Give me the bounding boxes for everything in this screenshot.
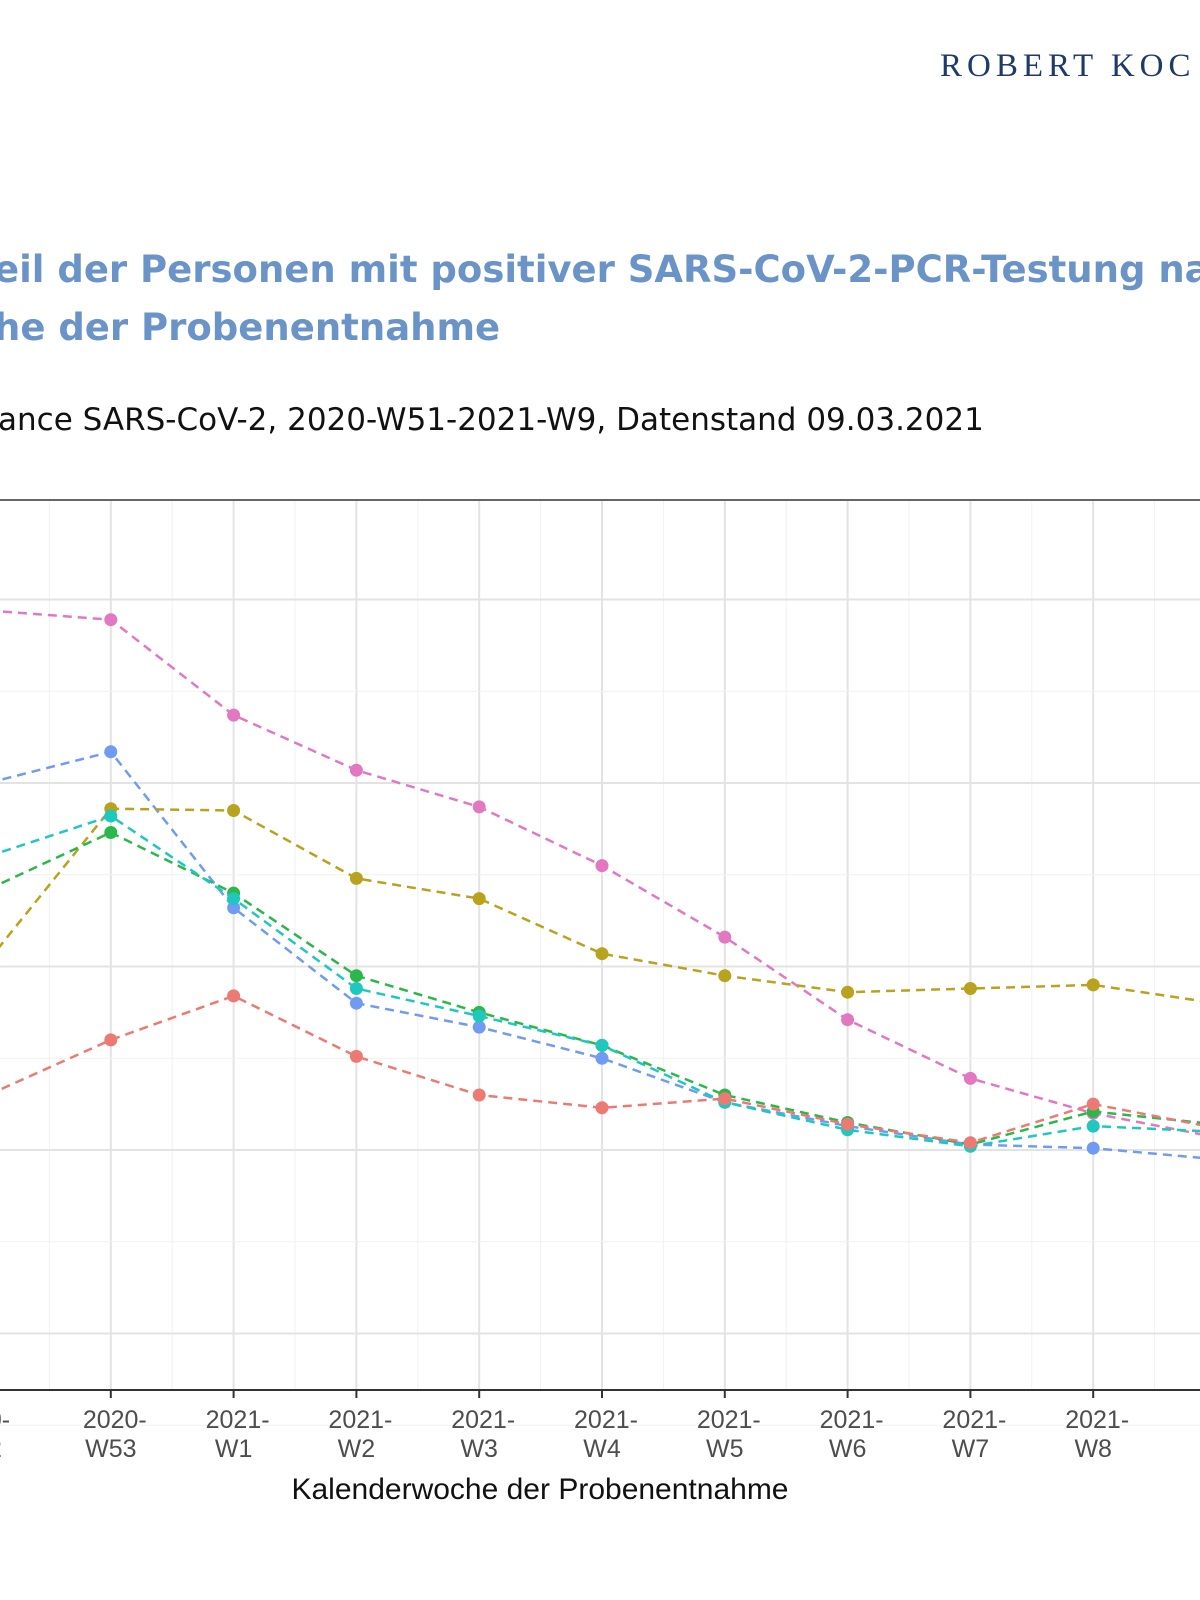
- data-point: [472, 1020, 486, 1034]
- data-point: [349, 982, 363, 995]
- data-point: [963, 1136, 977, 1150]
- data-point: [472, 1009, 486, 1023]
- x-tick-label: 20-52: [0, 1406, 10, 1463]
- x-tick-label: 2021-W8: [1065, 1406, 1129, 1463]
- data-point: [718, 930, 732, 944]
- series: [0, 610, 1200, 1160]
- data-point: [349, 763, 363, 777]
- data-point: [1086, 1119, 1100, 1133]
- data-point: [227, 989, 241, 1003]
- data-point: [595, 1051, 609, 1065]
- data-point: [104, 745, 118, 759]
- data-point: [349, 969, 363, 983]
- data-point: [472, 892, 486, 906]
- chart-title-line-2: he der Probenentnahme: [0, 306, 501, 349]
- x-tick-label: 2021-W3: [451, 1406, 515, 1463]
- series-1: [0, 610, 1200, 1136]
- x-tick-label: 2021-W2: [328, 1406, 392, 1463]
- grid: [0, 500, 1200, 1426]
- data-point: [1086, 1097, 1100, 1111]
- data-point: [1086, 978, 1100, 992]
- series-line: [0, 807, 1200, 1003]
- x-tick-label: 2021-W6: [820, 1406, 884, 1463]
- data-point: [349, 996, 363, 1010]
- data-point: [595, 1038, 609, 1052]
- chart-subtitle: ance SARS-CoV-2, 2020-W51-2021-W9, Daten…: [0, 402, 984, 438]
- data-point: [963, 1071, 977, 1085]
- x-tick-label: 2021-W4: [574, 1406, 638, 1463]
- data-point: [595, 1101, 609, 1115]
- series-line: [0, 831, 1200, 1146]
- x-axis-ticks: 20-52 2020-W53 2021-W1 2021-W2 2021-W3 2021-W…: [0, 1390, 1129, 1463]
- data-point: [104, 809, 118, 823]
- x-tick-label: 2021-W5: [697, 1406, 761, 1463]
- data-point: [472, 800, 486, 814]
- x-tick-label: 2021-W7: [942, 1406, 1006, 1463]
- data-point: [718, 969, 732, 983]
- data-point: [841, 1013, 855, 1027]
- data-point: [595, 859, 609, 873]
- x-tick-label: 2021-W1: [206, 1406, 270, 1463]
- series-6: [0, 989, 1200, 1150]
- data-point: [349, 871, 363, 885]
- data-point: [841, 985, 855, 999]
- data-point: [227, 901, 241, 915]
- data-point: [472, 1088, 486, 1102]
- x-axis-title: Kalenderwoche der Probenentnahme: [291, 1473, 788, 1506]
- data-point: [1086, 1141, 1100, 1155]
- series-3: [0, 802, 1200, 1003]
- data-point: [104, 1033, 118, 1047]
- data-point: [227, 804, 241, 817]
- series-line: [0, 750, 1200, 1160]
- brand-name: ROBERT KOC: [940, 48, 1196, 84]
- data-point: [227, 708, 241, 722]
- data-point: [718, 1092, 732, 1106]
- x-tick-label: 2020-W53: [83, 1406, 147, 1463]
- data-point: [227, 892, 241, 906]
- data-point: [595, 947, 609, 961]
- series-line: [0, 994, 1200, 1144]
- data-point: [963, 982, 977, 995]
- data-point: [349, 1049, 363, 1063]
- data-point: [104, 826, 118, 839]
- chart-title-line-1: eil der Personen mit positiver SARS-CoV-…: [0, 248, 1200, 291]
- data-point: [104, 613, 118, 627]
- data-point: [841, 1117, 855, 1131]
